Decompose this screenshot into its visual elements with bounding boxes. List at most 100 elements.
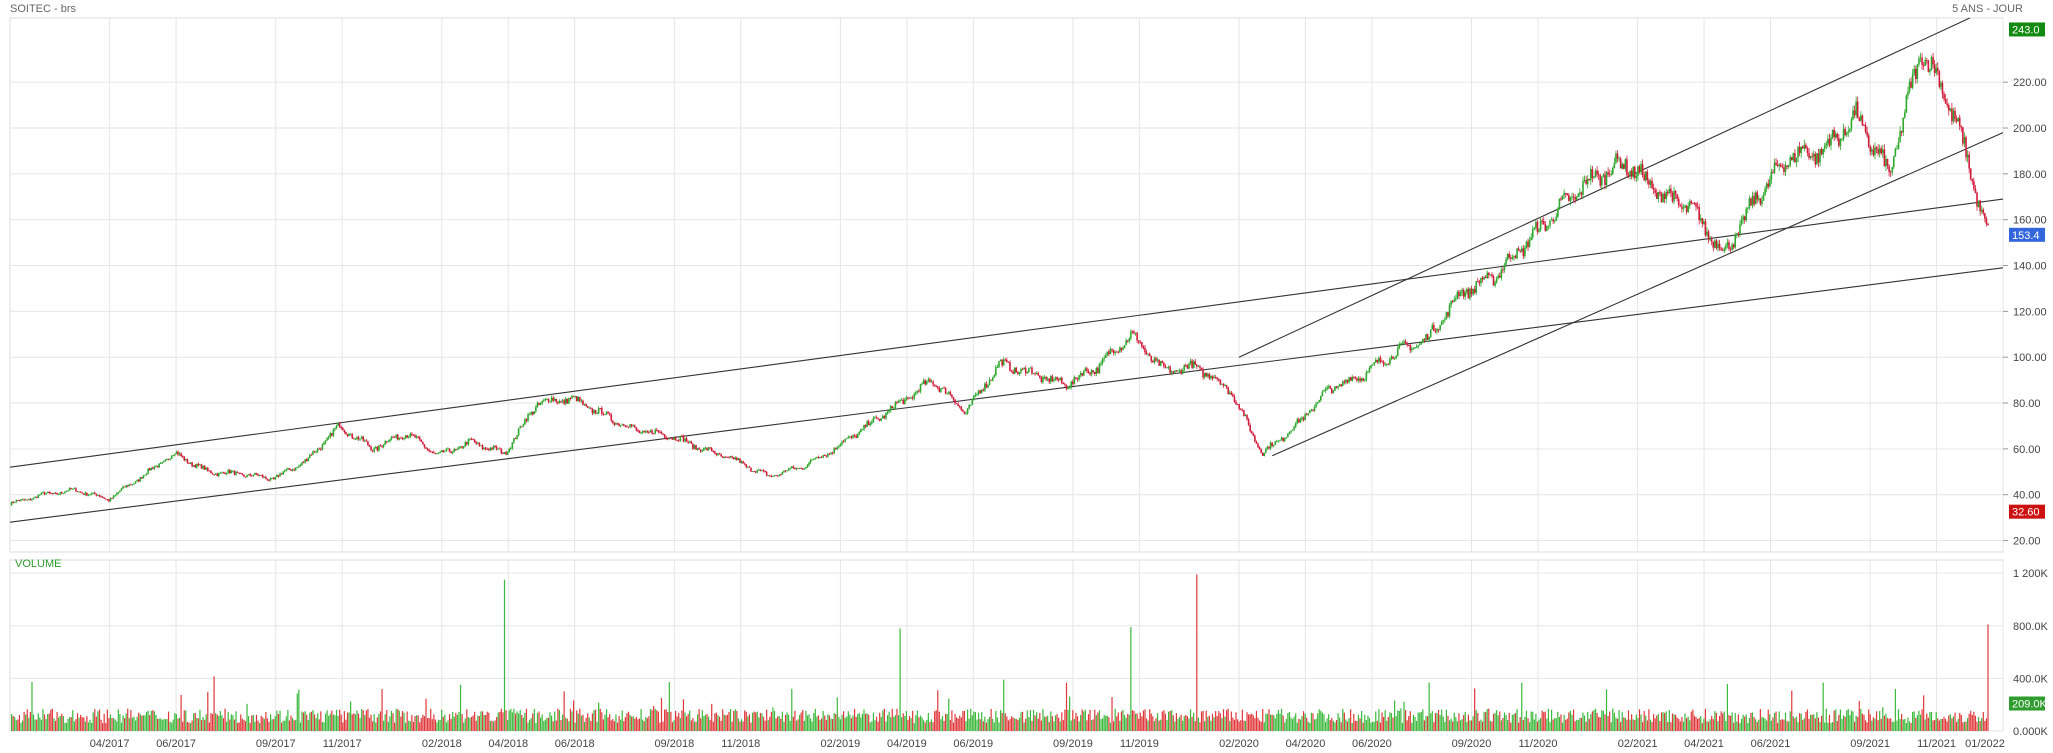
volume-bar <box>280 722 283 731</box>
candle <box>232 470 234 473</box>
candle <box>1801 145 1804 150</box>
candle <box>1340 383 1343 388</box>
candle <box>863 424 865 431</box>
candle-body <box>1841 138 1843 140</box>
volume-bar <box>1191 717 1193 731</box>
candle-body <box>1575 196 1578 200</box>
candle <box>801 467 804 470</box>
candle <box>1341 380 1344 387</box>
volume-bar <box>401 711 404 731</box>
candle-body <box>331 433 333 436</box>
volume-bar <box>1561 722 1564 731</box>
candle <box>1930 55 1933 71</box>
volume-bar <box>259 723 261 731</box>
candle-body <box>728 457 730 459</box>
candle-body <box>1473 288 1476 293</box>
candle <box>331 432 333 437</box>
volume-bar <box>1266 713 1269 731</box>
candle <box>703 447 705 451</box>
candle-body <box>822 455 824 458</box>
candle <box>433 450 435 454</box>
volume-bar <box>770 712 772 731</box>
candle-body <box>1561 195 1564 200</box>
volume-bar <box>1257 717 1259 731</box>
volume-bar <box>1304 713 1306 731</box>
volume-bar <box>1199 722 1201 731</box>
candle <box>486 447 489 450</box>
candle <box>1844 126 1846 137</box>
candle <box>115 492 118 496</box>
volume-bar <box>1339 717 1341 731</box>
candle <box>896 400 898 405</box>
candle-body <box>676 440 678 441</box>
candle <box>1374 357 1377 364</box>
candle-body <box>820 457 823 458</box>
candle-body <box>1685 205 1688 212</box>
volume-bar <box>751 712 754 731</box>
candle-body <box>684 438 686 442</box>
candle <box>1872 144 1875 157</box>
volume-bar <box>1448 720 1451 731</box>
candle <box>659 430 661 434</box>
volume-bar <box>1144 709 1146 731</box>
candle-body <box>784 470 787 472</box>
volume-bar <box>1566 718 1568 731</box>
volume-bar <box>483 714 485 731</box>
volume-bar <box>1397 710 1399 731</box>
volume-bar <box>863 709 865 731</box>
candle-body <box>1191 360 1193 369</box>
candle <box>153 465 156 470</box>
volume-bar <box>1354 720 1356 731</box>
candle <box>384 439 386 445</box>
candle-body <box>831 452 834 454</box>
volume-bar <box>296 693 298 731</box>
candle <box>1469 287 1471 301</box>
candle <box>1852 106 1854 121</box>
candle-body <box>726 457 729 458</box>
volume-bar <box>1258 720 1261 731</box>
candle-body <box>82 493 85 495</box>
volume-bar <box>1356 720 1358 731</box>
candle-body <box>1351 376 1354 381</box>
volume-bar <box>1389 712 1391 731</box>
candle-body <box>1390 356 1393 359</box>
candle-body <box>258 474 261 476</box>
candle <box>15 499 18 503</box>
candle <box>1346 379 1349 384</box>
volume-bar <box>687 713 689 731</box>
candle <box>1563 189 1565 200</box>
volume-bar <box>569 708 572 731</box>
candle <box>974 392 977 398</box>
candle-body <box>630 424 633 427</box>
candle-body <box>1621 164 1624 169</box>
candle <box>754 470 757 474</box>
volume-bar <box>128 718 130 731</box>
candle <box>1756 190 1759 204</box>
candle-body <box>674 437 677 441</box>
volume-bar <box>566 718 568 731</box>
candle-body <box>1475 281 1478 293</box>
candle-body <box>623 424 625 426</box>
candle <box>847 435 850 439</box>
volume-bar <box>1756 721 1758 731</box>
candle <box>1808 148 1810 161</box>
candle <box>922 378 925 385</box>
candle <box>45 492 47 495</box>
volume-bar <box>1455 717 1457 731</box>
volume-bar <box>689 710 691 731</box>
volume-bar <box>888 711 890 731</box>
candle-body <box>666 438 669 440</box>
candle-body <box>409 433 412 438</box>
candle-body <box>1316 402 1319 404</box>
candle <box>1674 189 1677 200</box>
candle <box>1478 279 1481 287</box>
candle-body <box>351 433 354 439</box>
candle-body <box>819 457 821 458</box>
candle <box>633 424 636 428</box>
candle <box>1100 360 1102 367</box>
candle <box>1670 184 1672 197</box>
candle <box>1987 222 1989 226</box>
candle-body <box>1208 373 1211 379</box>
volume-bar <box>800 712 802 731</box>
candle <box>613 422 616 427</box>
